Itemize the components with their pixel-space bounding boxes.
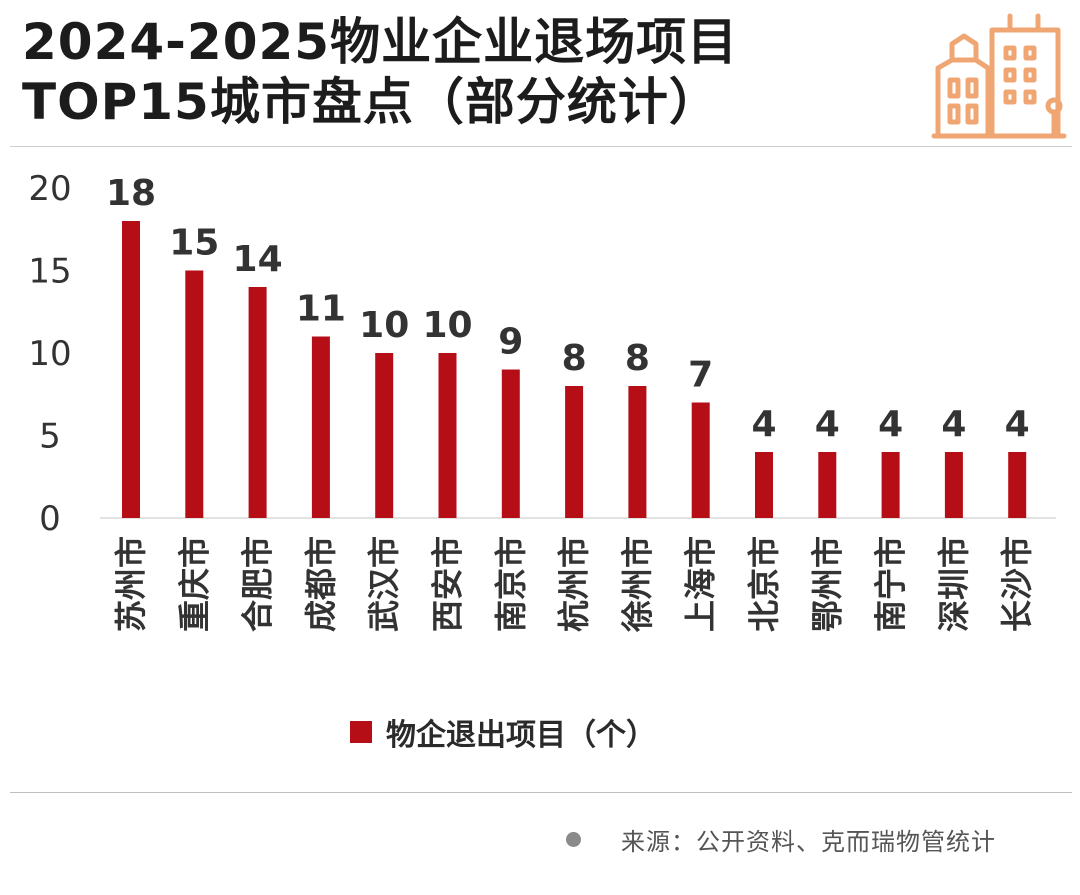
data-label: 10: [422, 305, 472, 346]
x-tick-label-group: 深圳市: [935, 536, 973, 632]
x-tick-label: 上海市: [682, 536, 720, 632]
data-label: 15: [169, 223, 219, 264]
data-label: 7: [688, 355, 713, 396]
bar: [122, 221, 140, 518]
data-label: 4: [815, 404, 840, 445]
x-tick-label: 成都市: [302, 536, 340, 632]
data-label: 11: [296, 289, 346, 330]
x-tick-label: 西安市: [429, 536, 467, 632]
bar: [1008, 452, 1027, 518]
y-tick-label: 5: [39, 417, 61, 457]
x-tick-label-group: 合肥市: [239, 536, 277, 632]
bar: [311, 336, 330, 518]
bar: [881, 452, 900, 518]
x-tick-label: 南宁市: [872, 536, 910, 632]
source-text: 来源：公开资料、克而瑞物管统计: [621, 828, 996, 856]
x-tick-label-group: 重庆市: [175, 536, 213, 632]
x-tick-label: 南京市: [492, 536, 530, 632]
x-tick-label-group: 徐州市: [618, 536, 656, 633]
x-tick-label: 深圳市: [935, 536, 973, 632]
bar: [438, 353, 457, 518]
bar: [944, 452, 963, 518]
bar: [375, 353, 394, 518]
x-tick-label-group: 苏州市: [112, 536, 150, 632]
x-tick-label: 鄂州市: [808, 536, 846, 632]
chart-legend: 物企退出项目（个）: [350, 710, 656, 754]
x-tick-label: 苏州市: [112, 536, 150, 632]
y-tick-label: 0: [39, 499, 61, 539]
x-tick-label-group: 南京市: [492, 536, 530, 632]
chart-title-line-2: TOP15城市盘点（部分统计）: [22, 73, 720, 131]
x-tick-label: 徐州市: [618, 536, 656, 633]
x-tick-label: 杭州市: [555, 536, 593, 632]
x-tick-label: 武汉市: [365, 536, 403, 632]
bar: [185, 270, 204, 518]
x-tick-label-group: 长沙市: [998, 536, 1036, 632]
y-tick-label: 10: [28, 334, 71, 374]
legend-label: 物企退出项目（个）: [386, 718, 656, 753]
x-tick-label: 北京市: [745, 536, 783, 632]
data-label: 4: [878, 404, 903, 445]
source-note: 来源：公开资料、克而瑞物管统计: [566, 822, 996, 857]
footer-divider: [10, 792, 1072, 793]
bar-chart: 0 5 10 15 20 18 苏州市 15 重庆市 14 合肥市 11 成都市 10 武汉市 10 西安市 9 南…: [28, 169, 1056, 633]
chart-title: 2024-2025物业企业退场项目 TOP15城市盘点（部分统计）: [22, 12, 738, 132]
x-tick-label: 合肥市: [239, 536, 277, 632]
data-label: 18: [106, 173, 156, 214]
bar: [501, 369, 520, 518]
city-buildings-icon: [931, 13, 1067, 139]
x-tick-label-group: 上海市: [682, 536, 720, 632]
data-label: 4: [751, 404, 776, 445]
legend-swatch: [350, 721, 372, 743]
bullet-dot-icon: [566, 832, 581, 847]
data-label: 4: [941, 404, 966, 445]
x-tick-label-group: 鄂州市: [808, 536, 846, 632]
x-tick-label: 长沙市: [998, 536, 1036, 632]
bar: [755, 452, 773, 518]
data-label: 8: [562, 338, 587, 379]
x-tick-label-group: 南宁市: [872, 536, 910, 632]
chart-title-line-1: 2024-2025物业企业退场项目: [22, 13, 739, 71]
bar: [248, 287, 267, 518]
data-label: 8: [625, 338, 650, 379]
bar: [691, 402, 710, 518]
bar: [628, 386, 647, 518]
data-label: 14: [233, 239, 283, 280]
data-label: 9: [498, 322, 523, 363]
y-tick-label: 20: [28, 169, 71, 209]
x-tick-label-group: 杭州市: [555, 536, 593, 632]
x-tick-label: 重庆市: [175, 536, 213, 632]
data-label: 4: [1005, 404, 1030, 445]
y-tick-label: 15: [28, 252, 71, 292]
header-divider: [10, 146, 1072, 147]
x-tick-label-group: 西安市: [429, 536, 467, 632]
x-tick-label-group: 北京市: [745, 536, 783, 632]
bar: [565, 386, 584, 518]
bar: [818, 452, 837, 518]
x-tick-label-group: 成都市: [302, 536, 340, 632]
data-label: 10: [359, 305, 409, 346]
x-tick-label-group: 武汉市: [365, 536, 403, 632]
